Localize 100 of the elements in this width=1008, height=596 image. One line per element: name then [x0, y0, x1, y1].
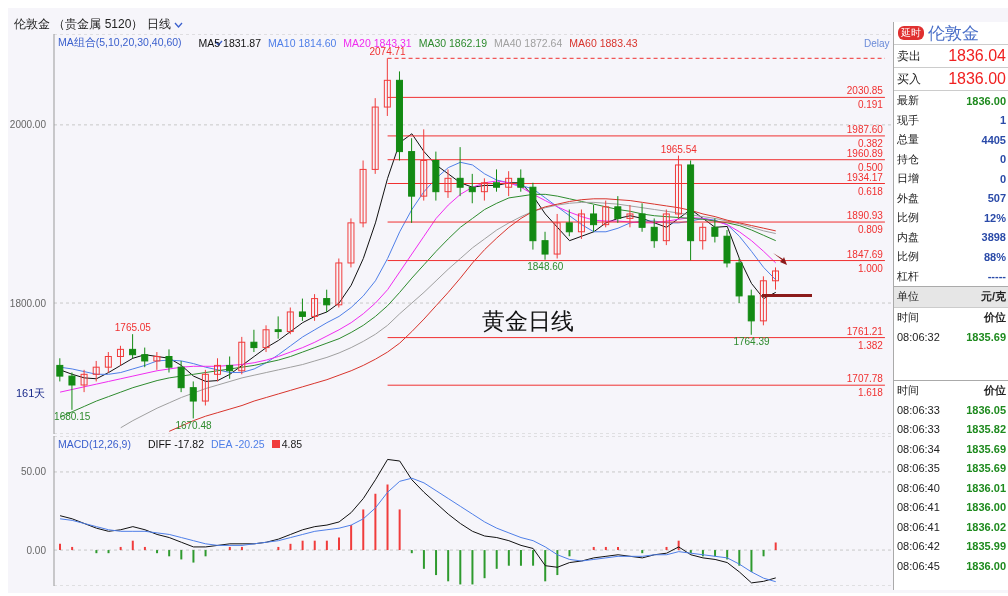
- text: 08:06:40: [897, 481, 940, 494]
- candlestick: [456, 146, 464, 197]
- text: 08:06:33: [897, 403, 940, 416]
- candlestick: [116, 345, 124, 366]
- text: 1836.05: [966, 403, 1006, 416]
- text: 3898: [981, 231, 1006, 244]
- legend-title: MACD(12,26,9): [58, 438, 131, 450]
- bar: [119, 546, 122, 551]
- text: 161天: [16, 386, 46, 401]
- candlestick: [335, 258, 343, 308]
- text: 08:06:32: [897, 330, 940, 343]
- text: 杠杆: [897, 268, 919, 284]
- bar: [592, 546, 595, 551]
- bar: [422, 550, 425, 569]
- text: 1835.69: [966, 330, 1006, 343]
- annotation: 1764.39: [733, 335, 771, 347]
- bar: [131, 540, 134, 551]
- text: 88%: [983, 250, 1006, 263]
- text: 08:06:35: [897, 462, 940, 475]
- candlestick: [189, 380, 197, 419]
- candlestick: [68, 372, 76, 411]
- candlestick: [565, 209, 573, 237]
- bar: [495, 550, 498, 569]
- candlestick: [201, 369, 209, 406]
- candlestick: [80, 369, 88, 393]
- text: 08:06:42: [897, 540, 940, 553]
- text: 总量: [897, 132, 919, 148]
- candlestick: [323, 289, 331, 313]
- ref-line-label: 2030.85: [846, 85, 884, 97]
- candlestick: [772, 266, 780, 291]
- ref-line-label: 1890.93: [846, 210, 884, 222]
- text: 价位: [984, 309, 1006, 325]
- text: 0: [999, 172, 1006, 185]
- bar: [447, 550, 450, 582]
- annotation: 黄金日线: [482, 307, 574, 336]
- text: 0: [999, 153, 1006, 166]
- text: 时间: [897, 309, 919, 325]
- bar: [325, 540, 328, 551]
- bar: [386, 484, 389, 551]
- bar: [59, 543, 61, 551]
- candlestick: [165, 348, 173, 374]
- text: 12%: [983, 211, 1006, 224]
- annotation: 1.382: [857, 339, 884, 351]
- bar: [168, 550, 171, 557]
- y-tick-label: 2000.00: [9, 119, 47, 131]
- bar: [107, 550, 110, 554]
- legend-label: 4.85: [280, 438, 303, 450]
- candlestick: [614, 195, 622, 224]
- ref-line-label: 1707.78: [846, 373, 884, 385]
- text: 1835.69: [966, 442, 1006, 455]
- bar: [750, 550, 753, 572]
- text: MA20 1843.31: [343, 37, 412, 49]
- text: 单位: [897, 289, 919, 305]
- annotation: 1765.05: [114, 322, 152, 334]
- bar: [532, 550, 535, 566]
- bar: [192, 550, 195, 563]
- annotation: 0.191: [857, 99, 884, 111]
- line-series: [59, 477, 777, 583]
- text: DIFF -17.82: [147, 438, 204, 450]
- bar: [228, 546, 231, 551]
- candlestick: [298, 298, 306, 322]
- bar: [738, 550, 741, 566]
- candlestick: [250, 329, 258, 353]
- bar: [617, 546, 619, 551]
- line-series: [59, 458, 777, 584]
- candlestick: [153, 351, 161, 371]
- bar: [289, 543, 292, 551]
- chart-title: 伦敦金 （贵金属 5120） 日线: [14, 16, 171, 33]
- bar: [568, 550, 571, 557]
- text: 1836.00: [966, 559, 1006, 572]
- text: 507: [987, 192, 1006, 205]
- text: 1836.00: [966, 501, 1006, 514]
- candlestick: [262, 324, 270, 353]
- text: 1836.04: [948, 47, 1006, 65]
- candlestick: [129, 333, 137, 359]
- bar: [714, 550, 717, 557]
- candlestick: [286, 307, 294, 335]
- bar: [762, 550, 765, 557]
- candlestick: [650, 217, 658, 249]
- bar: [435, 550, 438, 576]
- text: 1836.00: [966, 94, 1006, 107]
- annotation: 1680.15: [54, 410, 91, 422]
- annotation: 1965.54: [660, 143, 698, 155]
- candlestick: [238, 336, 246, 375]
- y-tick-label: 0.00: [26, 544, 47, 556]
- candlestick: [371, 97, 379, 175]
- bar: [665, 546, 668, 551]
- text: 08:06:34: [897, 442, 940, 455]
- annotation: 0.500: [857, 161, 884, 173]
- ref-line-label: 1934.17: [846, 171, 884, 183]
- bar: [180, 550, 183, 560]
- bar: [410, 550, 413, 554]
- bar: [204, 550, 207, 557]
- text: 日增: [897, 171, 919, 187]
- legend-title: MA组合(5,10,20,30,40,60): [58, 36, 182, 50]
- text: -----: [987, 270, 1006, 283]
- y-tick-label: 1800.00: [9, 297, 47, 309]
- text: 08:06:45: [897, 559, 940, 572]
- y-tick-label: 50.00: [20, 466, 47, 478]
- text: 外盘: [897, 190, 919, 206]
